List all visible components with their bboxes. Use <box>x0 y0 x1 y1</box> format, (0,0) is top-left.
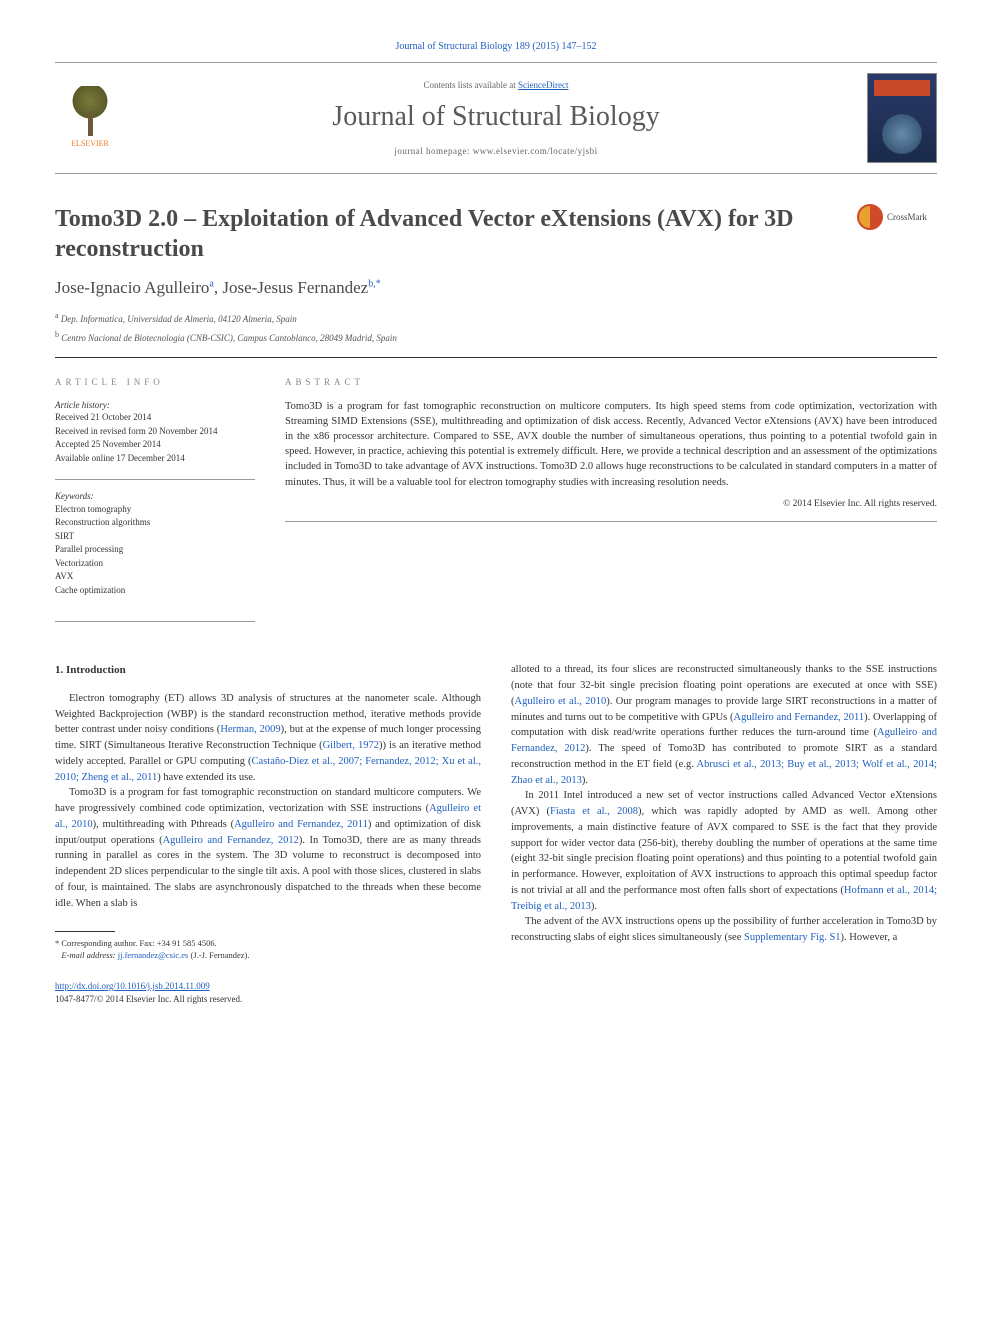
history-line: Received 21 October 2014 <box>55 411 255 425</box>
footnote-star-icon: * <box>55 938 59 948</box>
corresponding-star: * <box>376 278 381 289</box>
paragraph: The advent of the AVX instructions opens… <box>511 914 937 946</box>
citation-link[interactable]: Agulleiro and Fernandez, 2011 <box>734 712 865 723</box>
citation-link[interactable]: Agulleiro et al., 2010 <box>515 696 607 707</box>
paragraph: Electron tomography (ET) allows 3D analy… <box>55 691 481 786</box>
abstract-text: Tomo3D is a program for fast tomographic… <box>285 399 937 490</box>
keywords-head: Keywords: <box>55 490 255 503</box>
affil-text-a: Dep. Informatica, Universidad de Almeria… <box>61 314 297 324</box>
homepage-line: journal homepage: www.elsevier.com/locat… <box>125 145 867 158</box>
publisher-name: ELSEVIER <box>55 138 125 149</box>
citation-link[interactable]: Agulleiro and Fernandez, 2011 <box>234 819 368 830</box>
affil-text-b: Centro Nacional de Biotecnologia (CNB-CS… <box>61 333 397 343</box>
history-line: Available online 17 December 2014 <box>55 452 255 466</box>
journal-cover-thumb <box>867 73 937 163</box>
text-run: ). <box>582 775 588 786</box>
issn-copyright: 1047-8477/© 2014 Elsevier Inc. All right… <box>55 994 242 1004</box>
contents-line: Contents lists available at ScienceDirec… <box>125 79 867 92</box>
elsevier-tree-icon <box>65 86 115 136</box>
crossmark-icon <box>857 204 883 230</box>
citation-link[interactable]: Fiasta et al., 2008 <box>550 806 638 817</box>
homepage-url[interactable]: www.elsevier.com/locate/yjsbi <box>473 146 598 156</box>
history-head: Article history: <box>55 399 255 412</box>
contents-prefix: Contents lists available at <box>424 80 518 90</box>
abstract-label: ABSTRACT <box>285 376 937 389</box>
history-line: Accepted 25 November 2014 <box>55 438 255 452</box>
citation-link[interactable]: Gilbert, 1972 <box>323 740 379 751</box>
citation-link[interactable]: Supplementary Fig. S1 <box>744 932 841 943</box>
affil-sup-b: b <box>55 330 59 339</box>
crossmark-badge[interactable]: CrossMark <box>857 204 937 230</box>
homepage-prefix: journal homepage: <box>394 146 472 156</box>
divider-abstract <box>285 521 937 522</box>
journal-header-box: ELSEVIER Contents lists available at Sci… <box>55 62 937 174</box>
keyword: AVX <box>55 570 255 584</box>
affil-sup-a: a <box>55 311 59 320</box>
email-who: (J.-J. Fernandez). <box>190 950 249 960</box>
citation-line: Journal of Structural Biology 189 (2015)… <box>55 40 937 54</box>
text-run: Tomo3D is a program for fast tomographic… <box>55 787 481 814</box>
paragraph: alloted to a thread, its four slices are… <box>511 662 937 788</box>
paragraph: Tomo3D is a program for fast tomographic… <box>55 785 481 911</box>
corresponding-footnote: * Corresponding author. Fax: +34 91 585 … <box>55 938 481 962</box>
authors-line: Jose-Ignacio Agulleiroa, Jose-Jesus Fern… <box>55 276 937 300</box>
keyword: Reconstruction algorithms <box>55 516 255 530</box>
footer-block: http://dx.doi.org/10.1016/j.jsb.2014.11.… <box>55 980 937 1005</box>
column-right: alloted to a thread, its four slices are… <box>511 662 937 962</box>
doi-link[interactable]: http://dx.doi.org/10.1016/j.jsb.2014.11.… <box>55 981 210 991</box>
author-1: Jose-Ignacio Agulleiro <box>55 278 209 297</box>
affiliation-a: a Dep. Informatica, Universidad de Almer… <box>55 310 937 326</box>
history-line: Received in revised form 20 November 201… <box>55 425 255 439</box>
citation-link[interactable]: Herman, 2009 <box>220 724 280 735</box>
email-link[interactable]: jj.fernandez@csic.es <box>118 950 189 960</box>
article-info-label: ARTICLE INFO <box>55 376 255 389</box>
elsevier-logo: ELSEVIER <box>55 86 125 149</box>
sciencedirect-link[interactable]: ScienceDirect <box>518 80 568 90</box>
author-2: Jose-Jesus Fernandez <box>222 278 368 297</box>
divider-meta <box>55 479 255 480</box>
keyword: SIRT <box>55 530 255 544</box>
text-run: ). <box>591 901 597 912</box>
keyword: Parallel processing <box>55 543 255 557</box>
paragraph: In 2011 Intel introduced a new set of ve… <box>511 788 937 914</box>
text-run: ) have extended its use. <box>157 772 255 783</box>
section-1-head: 1. Introduction <box>55 662 481 679</box>
author-2-affil: b, <box>368 278 376 289</box>
divider-keywords <box>55 621 255 622</box>
text-run: ), which was rapidly adopted by AMD as w… <box>511 806 937 896</box>
email-label: E-mail address: <box>61 950 115 960</box>
journal-name: Journal of Structural Biology <box>125 97 867 136</box>
keyword: Vectorization <box>55 557 255 571</box>
keyword: Cache optimization <box>55 584 255 598</box>
citation-link[interactable]: Agulleiro and Fernandez, 2012 <box>163 835 299 846</box>
affiliation-b: b Centro Nacional de Biotecnologia (CNB-… <box>55 329 937 345</box>
keyword: Electron tomography <box>55 503 255 517</box>
footnote-separator <box>55 931 115 932</box>
article-title: Tomo3D 2.0 – Exploitation of Advanced Ve… <box>55 204 857 264</box>
footnote-corr: Corresponding author. Fax: +34 91 585 45… <box>61 938 216 948</box>
divider-top <box>55 357 937 358</box>
column-left: 1. Introduction Electron tomography (ET)… <box>55 662 481 962</box>
text-run: ). However, a <box>841 932 898 943</box>
crossmark-label: CrossMark <box>887 211 927 224</box>
text-run: ), multithreading with Pthreads ( <box>93 819 234 830</box>
copyright-line: © 2014 Elsevier Inc. All rights reserved… <box>285 498 937 511</box>
